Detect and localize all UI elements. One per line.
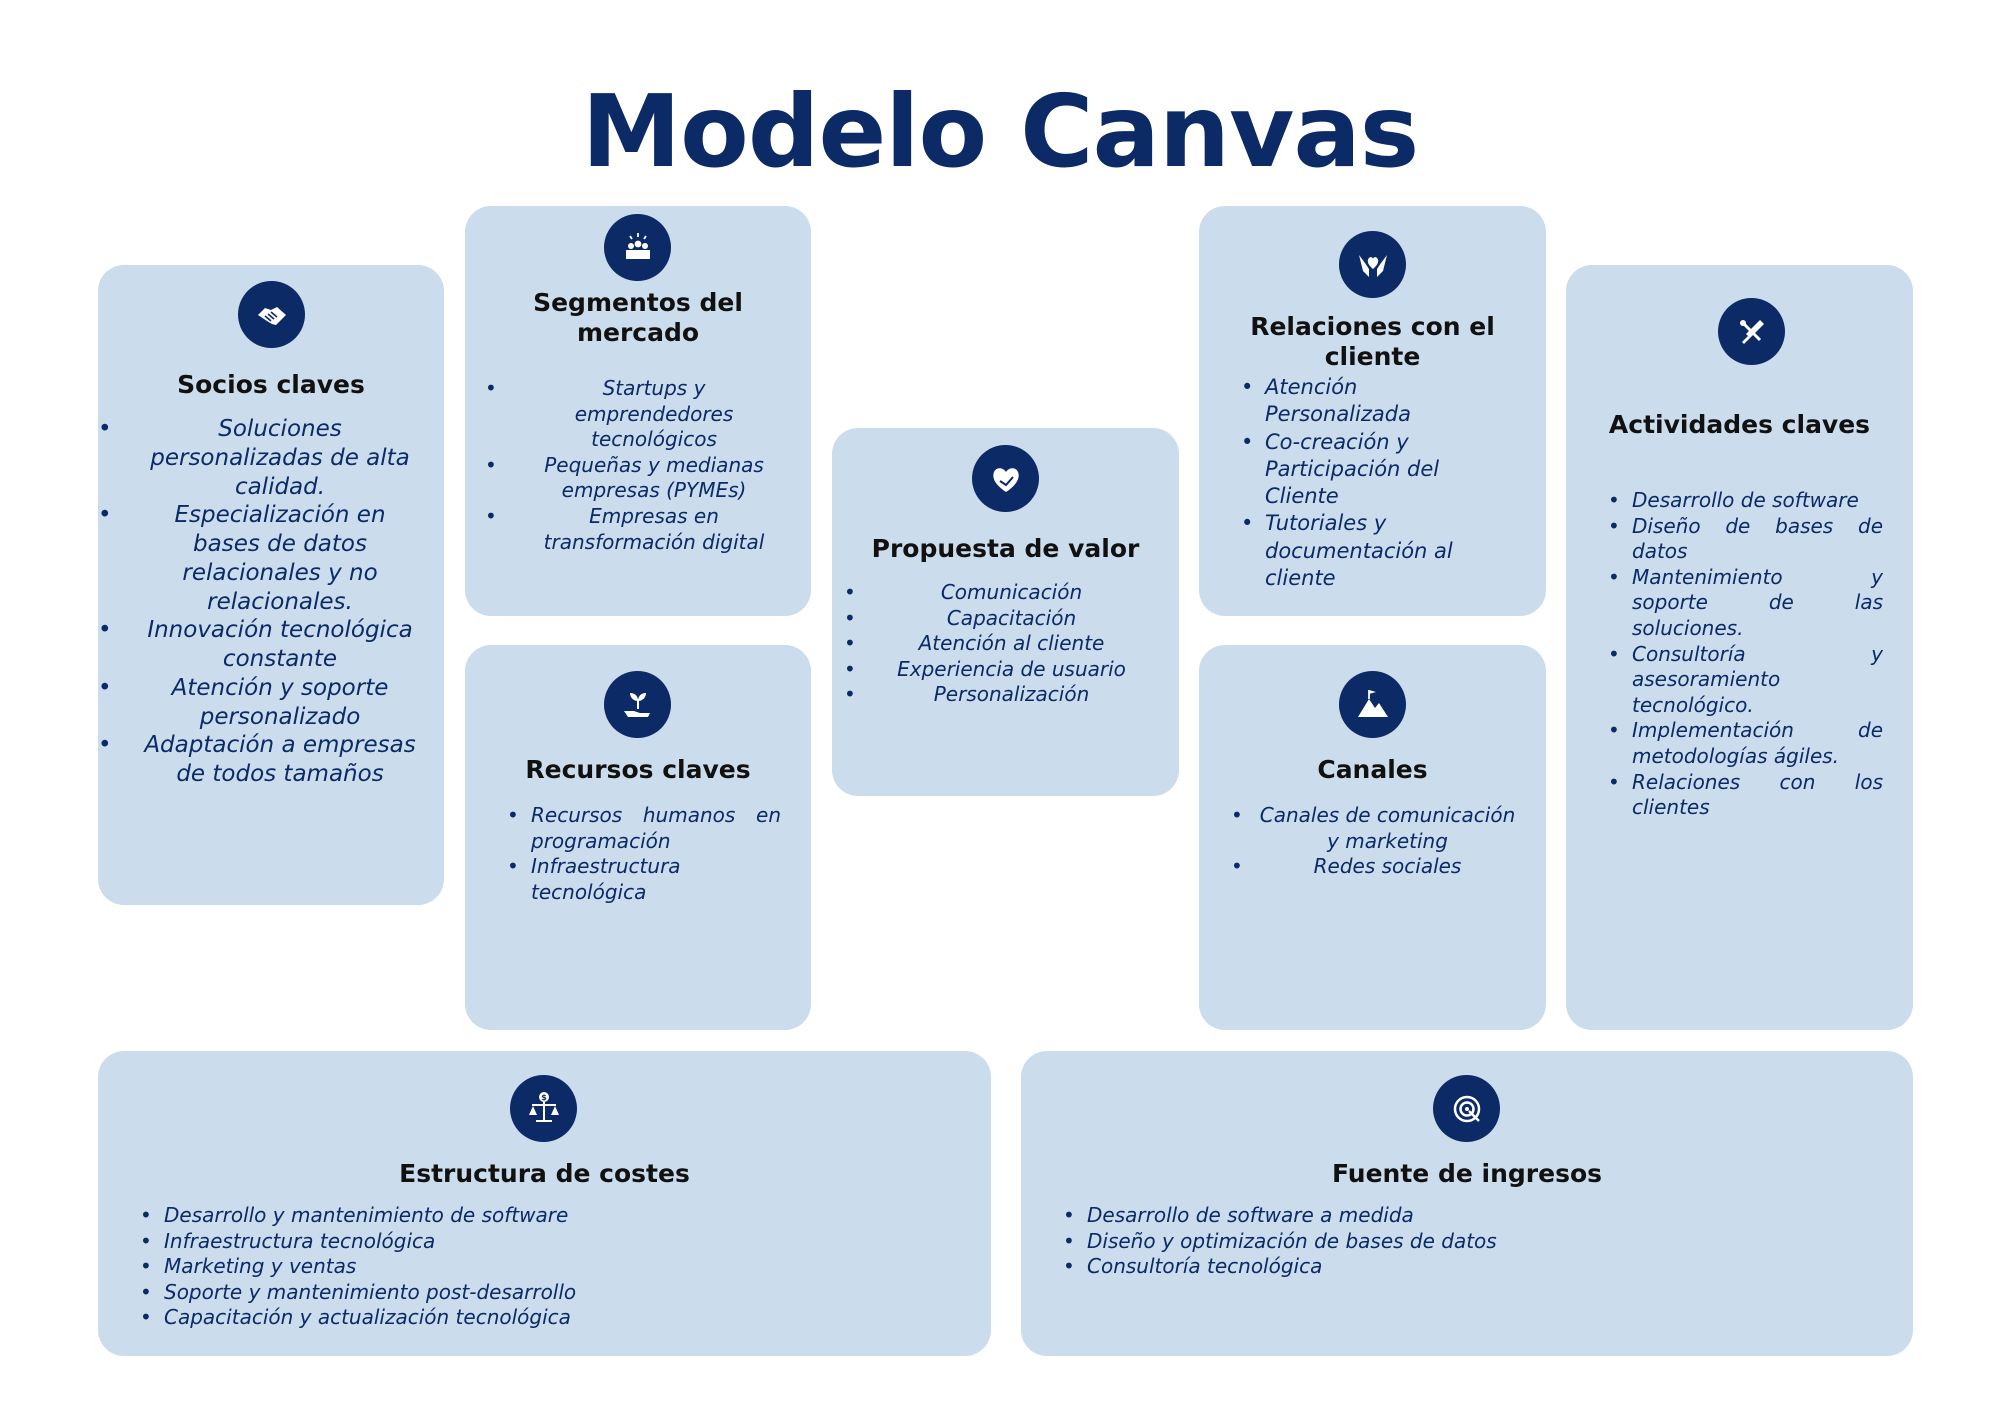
item-list: Startups y emprendedores tecnológicos Pe… (485, 376, 783, 555)
list-item: Soluciones personalizadas de alta calida… (98, 415, 422, 501)
list-item: Desarrollo de software a medida (1063, 1203, 1883, 1229)
list-item: Soporte y mantenimiento post-desarrollo (140, 1280, 961, 1306)
card-segmentos-del-mercado: Segmentos del mercado Startups y emprend… (465, 206, 811, 616)
list-item: Atención al cliente (844, 631, 1149, 657)
hands-heart-icon (1339, 231, 1406, 298)
item-list: Recursos humanos en programación Infraes… (507, 803, 781, 905)
list-item: Especialización en bases de datos relaci… (98, 501, 422, 616)
list-item: Infraestructura tecnológica (140, 1229, 961, 1255)
item-list: Atención Personalizada Co-creación y Par… (1241, 374, 1506, 592)
list-item: Adaptación a empresas de todos tamaños (98, 731, 422, 789)
card-title: Propuesta de valor (871, 534, 1140, 563)
item-list: Comunicación Capacitación Atención al cl… (844, 580, 1149, 708)
target-icon (1433, 1075, 1500, 1142)
list-item: Diseño de bases de datos (1608, 514, 1883, 565)
card-actividades-claves: Actividades claves Desarrollo de softwar… (1566, 265, 1913, 1030)
svg-text:$: $ (541, 1093, 547, 1102)
list-item: Relaciones con los clientes (1608, 770, 1883, 821)
list-item: Capacitación (844, 606, 1149, 632)
card-title: Segmentos del mercado (533, 288, 743, 347)
plant-hand-icon (604, 671, 671, 738)
list-item: Empresas en transformación digital (485, 504, 783, 555)
heart-hand-icon (972, 445, 1039, 512)
list-item: Redes sociales (1231, 854, 1516, 880)
card-title: Canales (1317, 755, 1428, 784)
mountain-flag-icon (1339, 671, 1406, 738)
list-item: Startups y emprendedores tecnológicos (485, 376, 783, 453)
card-recursos-claves: Recursos claves Recursos humanos en prog… (465, 645, 811, 1030)
list-item: Experiencia de usuario (844, 657, 1149, 683)
tools-icon (1718, 298, 1785, 365)
list-item: Co-creación y Participación del Cliente (1241, 429, 1506, 511)
list-item: Diseño y optimización de bases de datos (1063, 1229, 1883, 1255)
list-item: Pequeñas y medianas empresas (PYMEs) (485, 453, 783, 504)
card-title: Socios claves (177, 370, 365, 399)
card-title: Recursos claves (525, 755, 751, 784)
card-relaciones-con-el-cliente: Relaciones con el cliente Atención Perso… (1199, 206, 1546, 616)
list-item: Desarrollo de software (1608, 488, 1883, 514)
list-item: Personalización (844, 682, 1149, 708)
list-item: Desarrollo y mantenimiento de software (140, 1203, 961, 1229)
list-item: Consultoría y asesoramiento tecnológico. (1608, 642, 1883, 719)
handshake-icon (238, 281, 305, 348)
list-item: Tutoriales y documentación al cliente (1241, 510, 1506, 592)
audience-icon (604, 214, 671, 281)
card-estructura-de-costes: $ Estructura de costes Desarrollo y mant… (98, 1051, 991, 1356)
scale-dollar-icon: $ (510, 1075, 577, 1142)
card-title: Estructura de costes (399, 1159, 690, 1188)
list-item: Atención y soporte personalizado (98, 674, 422, 732)
list-item: Marketing y ventas (140, 1254, 961, 1280)
list-item: Atención Personalizada (1241, 374, 1506, 429)
list-item: Canales de comunicación y marketing (1231, 803, 1516, 854)
list-item: Innovación tecnológica constante (98, 616, 422, 674)
card-propuesta-de-valor: Propuesta de valor Comunicación Capacita… (832, 428, 1179, 796)
card-title: Actividades claves (1608, 410, 1871, 439)
list-item: Recursos humanos en programación (507, 803, 781, 854)
card-fuente-de-ingresos: Fuente de ingresos Desarrollo de softwar… (1021, 1051, 1913, 1356)
card-socios-claves: Socios claves Soluciones personalizadas … (98, 265, 444, 905)
card-title: Relaciones con el cliente (1250, 312, 1495, 371)
item-list: Soluciones personalizadas de alta calida… (98, 415, 422, 789)
item-list: Canales de comunicación y marketing Rede… (1231, 803, 1516, 880)
list-item: Implementación de metodologías ágiles. (1608, 718, 1883, 769)
list-item: Mantenimiento y soporte de las solucione… (1608, 565, 1883, 642)
list-item: Comunicación (844, 580, 1149, 606)
item-list: Desarrollo de software a medida Diseño y… (1063, 1203, 1883, 1280)
item-list: Desarrollo de software Diseño de bases d… (1608, 488, 1883, 821)
list-item: Consultoría tecnológica (1063, 1254, 1883, 1280)
list-item: Infraestructura tecnológica (507, 854, 781, 905)
list-item: Capacitación y actualización tecnológica (140, 1305, 961, 1331)
card-title: Fuente de ingresos (1331, 1159, 1603, 1188)
page-title: Modelo Canvas (581, 73, 1420, 190)
item-list: Desarrollo y mantenimiento de software I… (140, 1203, 961, 1331)
card-canales: Canales Canales de comunicación y market… (1199, 645, 1546, 1030)
